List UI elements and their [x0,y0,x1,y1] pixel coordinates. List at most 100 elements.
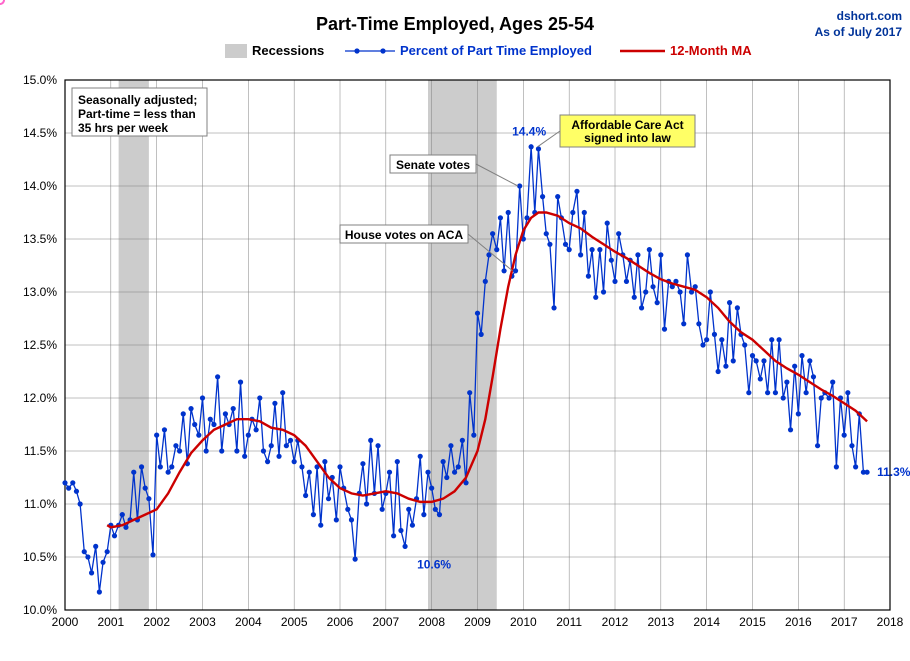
series-parttime-marker [849,443,854,448]
series-parttime-marker [120,512,125,517]
x-tick-label: 2010 [510,615,537,629]
series-parttime-marker [425,470,430,475]
series-parttime-marker [773,390,778,395]
series-parttime-marker [181,411,186,416]
series-parttime-marker [501,268,506,273]
series-parttime-marker [719,337,724,342]
series-parttime-marker [658,252,663,257]
series-parttime-marker [257,395,262,400]
series-parttime-marker [544,231,549,236]
series-parttime-marker [853,464,858,469]
series-parttime-marker [402,544,407,549]
series-parttime-marker [162,427,167,432]
series-parttime-marker [375,443,380,448]
x-tick-label: 2004 [235,615,262,629]
series-parttime-marker [479,332,484,337]
y-tick-label: 10.5% [23,550,57,564]
x-tick-label: 2005 [281,615,308,629]
series-parttime-marker [563,242,568,247]
series-parttime-marker [460,438,465,443]
series-parttime-marker [139,464,144,469]
series-parttime-marker [677,289,682,294]
series-parttime-marker [643,289,648,294]
series-parttime-marker [750,353,755,358]
series-parttime-marker [815,443,820,448]
attribution-source: dshort.com [837,9,902,23]
series-parttime-marker [284,443,289,448]
series-parttime-marker [70,480,75,485]
series-parttime-marker [196,433,201,438]
series-parttime-marker [540,194,545,199]
series-parttime-marker [215,374,220,379]
chart-svg: 2000200120022003200420052006200720082009… [0,0,910,661]
series-parttime-marker [735,305,740,310]
series-parttime-marker [223,411,228,416]
y-tick-label: 12.0% [23,391,57,405]
y-tick-label: 11.0% [24,497,57,511]
series-parttime-marker [78,501,83,506]
series-parttime-marker [433,507,438,512]
series-parttime-marker [437,512,442,517]
series-parttime-marker [758,376,763,381]
x-tick-label: 2003 [189,615,216,629]
series-parttime-marker [639,305,644,310]
callout-senate-text: Senate votes [396,158,470,172]
series-parttime-marker [105,549,110,554]
series-parttime-marker [192,422,197,427]
series-parttime-marker [612,279,617,284]
x-tick-label: 2012 [602,615,629,629]
series-parttime-marker [234,448,239,453]
series-parttime-marker [475,311,480,316]
chart-container: 2000200120022003200420052006200720082009… [0,0,910,661]
x-tick-label: 2002 [143,615,170,629]
series-parttime-marker [593,295,598,300]
x-tick-label: 2017 [831,615,858,629]
series-parttime-marker [700,342,705,347]
series-parttime-marker [421,512,426,517]
series-parttime-marker [418,454,423,459]
series-parttime-marker [551,305,556,310]
series-parttime-marker [173,443,178,448]
y-tick-label: 14.0% [23,179,57,193]
series-parttime-marker [429,486,434,491]
series-parttime-marker [100,560,105,565]
series-parttime-marker [788,427,793,432]
y-tick-label: 13.0% [23,285,57,299]
series-parttime-marker [467,390,472,395]
series-parttime-marker [605,221,610,226]
series-parttime-marker [368,438,373,443]
series-parttime-marker [353,557,358,562]
series-parttime-marker [804,390,809,395]
series-parttime-marker [242,454,247,459]
series-parttime-marker [166,470,171,475]
legend-marker-s1 [354,48,359,53]
value-label-peak: 14.4% [512,125,546,139]
series-parttime-marker [349,517,354,522]
series-parttime-marker [681,321,686,326]
series-parttime-marker [456,464,461,469]
series-parttime-marker [650,284,655,289]
series-parttime-marker [506,210,511,215]
x-tick-label: 2001 [97,615,124,629]
series-parttime-marker [74,489,79,494]
series-parttime-marker [208,417,213,422]
series-parttime-marker [708,289,713,294]
series-parttime-marker [219,448,224,453]
series-parttime-marker [864,470,869,475]
series-parttime-marker [238,380,243,385]
y-tick-label: 10.0% [23,603,57,617]
series-parttime-marker [570,210,575,215]
series-parttime-marker [742,342,747,347]
series-parttime-marker [97,589,102,594]
series-parttime-marker [807,358,812,363]
series-parttime-marker [444,475,449,480]
series-parttime-marker [380,507,385,512]
x-tick-label: 2018 [877,615,904,629]
series-parttime-marker [303,493,308,498]
callout-house-text: House votes on ACA [345,228,464,242]
series-parttime-marker [723,364,728,369]
series-parttime-marker [150,552,155,557]
series-parttime-marker [158,464,163,469]
x-tick-label: 2007 [372,615,399,629]
series-parttime-marker [360,461,365,466]
